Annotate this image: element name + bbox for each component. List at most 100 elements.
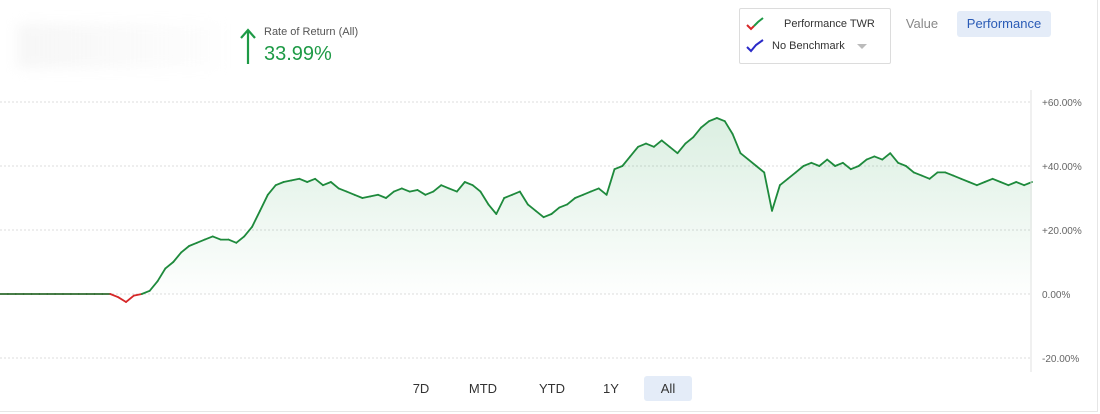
performance-line-segment [440,184,450,190]
performance-line-segment [589,187,600,193]
legend-label: No Benchmark [772,40,845,52]
performance-line-segment [188,241,198,247]
performance-line-segment [920,174,931,180]
performance-line-segment [865,155,876,161]
performance-line-segment [471,184,482,193]
performance-line-segment [274,181,285,187]
performance-line-segment [132,293,143,297]
performance-line-segment [392,187,403,193]
line-trend-icon [746,39,764,53]
performance-line-segment [976,181,986,187]
performance-line-segment [708,117,718,123]
range-1y-button[interactable]: 1Y [603,381,619,396]
performance-line-segment [952,174,962,180]
legend-label: Performance TWR [784,18,875,30]
performance-line-segment [314,177,324,187]
performance-line-segment [125,294,135,303]
y-tick-label: +40.00% [1042,162,1082,173]
performance-line-segment [542,213,553,219]
performance-line-segment [857,158,868,167]
performance-line-segment [739,152,750,161]
performance-line-segment [566,197,576,206]
performance-line-segment [448,187,458,193]
performance-line-segment [511,190,521,196]
caret-down-icon[interactable] [856,43,867,49]
performance-line-segment [889,152,899,164]
performance-line-segment [172,251,183,263]
legend-item-benchmark-select[interactable]: No Benchmark [746,37,867,55]
chart-legend: Performance TWR No Benchmark [739,8,891,64]
y-tick-label: -20.00% [1042,354,1079,365]
performance-line-segment [826,158,836,167]
performance-line-segment [842,161,852,171]
performance-line-segment [235,235,246,244]
performance-line-segment [802,161,813,167]
performance-line-segment [716,117,726,123]
performance-line-segment [117,296,127,303]
performance-line-segment [574,193,584,199]
performance-line-segment [692,126,702,139]
performance-chart: +60.00% +40.00% +20.00% 0.00% -20.00% [0,90,1082,372]
performance-line-segment [408,189,419,193]
performance-line-segment [298,177,309,183]
performance-line-segment [526,203,537,212]
arrow-up-icon [240,28,256,64]
performance-line-segment [322,181,332,187]
performance-line-segment [385,190,395,199]
performance-line-segment [109,293,120,299]
performance-line-segment [455,181,466,193]
range-ytd-button[interactable]: YTD [539,381,565,396]
performance-line-segment [818,158,829,167]
y-axis: +60.00% +40.00% +20.00% 0.00% -20.00% [1030,90,1082,372]
performance-line-segment [881,152,892,161]
performance-line-segment [203,235,214,241]
y-tick-label: 0.00% [1042,290,1070,301]
performance-line-segment [613,165,624,171]
performance-line-segment [140,289,151,295]
performance-line-segment [195,238,206,244]
performance-line-segment [723,120,734,135]
range-mtd-button[interactable]: MTD [468,381,498,396]
performance-line-segment [353,193,364,199]
performance-line-segment [629,145,639,158]
blurred-portfolio-value [18,24,218,68]
performance-line-segment [779,177,789,187]
range-7d-button[interactable]: 7D [412,381,430,396]
performance-line-segment [660,139,671,148]
range-all-button[interactable]: All [644,376,692,401]
performance-line-segment [968,181,978,187]
performance-line-segment [897,161,907,167]
performance-line-segment [164,261,175,270]
performance-line-segment [558,203,569,209]
performance-line-segment [282,179,293,183]
performance-line-segment [944,171,955,177]
performance-line-segment [211,235,222,241]
performance-line-segment [731,133,742,155]
performance-line-segment [873,155,884,161]
mode-performance-button[interactable]: Performance [957,11,1051,37]
rate-of-return-label: Rate of Return (All) [264,26,359,38]
performance-line-segment [747,158,758,167]
legend-item-performance-twr[interactable]: Performance TWR [746,15,875,33]
performance-line-segment [810,161,821,167]
performance-line-segment [684,136,695,145]
performance-area [0,118,1032,302]
performance-line-segment [621,155,632,167]
performance-line-segment [582,190,592,196]
performance-line-segment [361,195,372,199]
performance-line-segment [463,181,474,187]
y-tick-label: +20.00% [1042,226,1082,237]
y-tick-label: +60.00% [1042,98,1082,109]
performance-line-segment [1007,181,1018,187]
performance-line-segment [605,168,616,196]
performance-line-segment [834,161,844,167]
performance-line-segment [487,203,498,215]
performance-line-segment [676,142,687,155]
mode-value-button[interactable]: Value [905,16,939,31]
performance-line-segment [534,209,545,219]
performance-line-segment [337,187,348,193]
performance-line-segment [645,142,655,148]
performance-line-segment [180,245,191,254]
performance-line-segment [763,171,773,212]
